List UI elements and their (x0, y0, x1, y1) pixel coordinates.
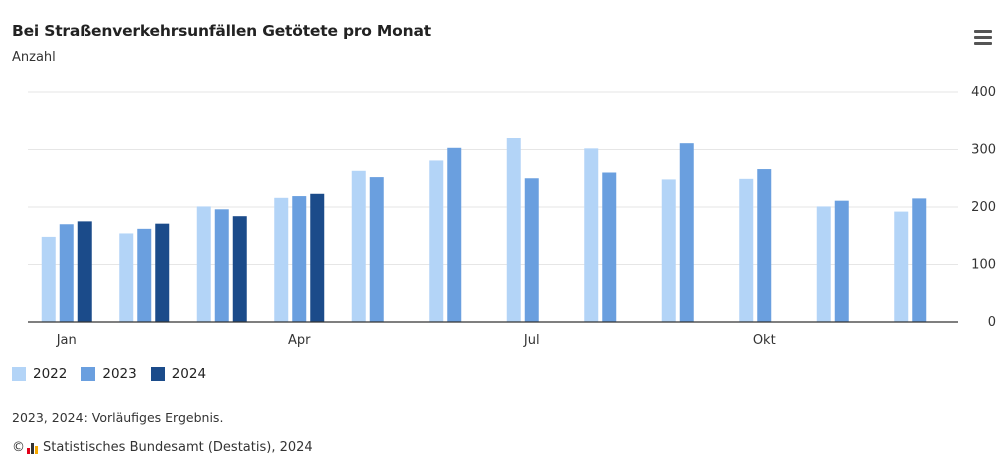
bar-2023-dez[interactable] (912, 198, 927, 322)
copyright-symbol: © (12, 440, 25, 455)
y-tick-label: 300 (971, 143, 996, 158)
x-tick-label: Apr (288, 333, 311, 348)
bar-2023-nov[interactable] (834, 200, 849, 322)
legend-swatch-2022 (12, 367, 26, 381)
bar-2024-jan[interactable] (77, 221, 92, 322)
x-tick-label: Jul (523, 333, 540, 348)
bar-2023-aug[interactable] (602, 172, 617, 323)
bar-2023-jan[interactable] (59, 224, 74, 322)
bar-2022-aug[interactable] (584, 148, 599, 322)
destatis-logo-icon (27, 442, 38, 454)
bar-2022-apr[interactable] (274, 197, 289, 322)
bar-2022-dez[interactable] (894, 211, 909, 322)
bar-2023-sep[interactable] (679, 143, 694, 322)
bar-2022-jun[interactable] (429, 160, 444, 322)
legend-item-2022[interactable]: 2022 (12, 366, 67, 382)
bar-2023-jul[interactable] (524, 178, 539, 322)
credits[interactable]: © Statistisches Bundesamt (Destatis), 20… (12, 440, 313, 455)
y-tick-label: 100 (971, 258, 996, 273)
bar-2023-feb[interactable] (137, 228, 152, 322)
bar-2022-mär[interactable] (196, 206, 211, 322)
x-tick-label: Okt (753, 333, 776, 348)
x-tick-label: Jan (56, 333, 77, 348)
bar-2024-feb[interactable] (155, 223, 170, 322)
bar-2022-sep[interactable] (661, 179, 676, 322)
legend-item-2023[interactable]: 2023 (81, 366, 137, 382)
y-tick-label: 400 (971, 85, 996, 100)
footnote: 2023, 2024: Vorläufiges Ergebnis. (12, 410, 224, 425)
legend-swatch-2023 (81, 367, 96, 381)
bar-2023-apr[interactable] (292, 196, 307, 322)
bar-2022-feb[interactable] (119, 233, 134, 322)
legend-label-2022: 2022 (33, 366, 68, 382)
bar-2023-jun[interactable] (447, 147, 462, 322)
chart-title: Bei Straßenverkehrsunfällen Getötete pro… (12, 22, 431, 40)
legend-label-2024: 2024 (171, 366, 207, 382)
credits-text: Statistisches Bundesamt (Destatis), 2024 (43, 440, 313, 455)
legend-swatch-2024 (150, 367, 165, 381)
bar-2023-mär[interactable] (214, 209, 229, 322)
menu-icon-bar (974, 36, 992, 39)
legend: 2022 2023 2024 (12, 366, 206, 382)
legend-label-2023: 2023 (102, 366, 137, 382)
y-tick-label: 0 (988, 315, 996, 330)
bar-2022-mai[interactable] (351, 170, 366, 322)
legend-item-2024[interactable]: 2024 (150, 366, 207, 382)
bar-2022-jan[interactable] (41, 236, 56, 322)
menu-icon[interactable] (972, 28, 994, 50)
bar-2023-okt[interactable] (757, 169, 772, 322)
menu-icon-bar (974, 30, 992, 33)
bar-2022-jul[interactable] (506, 138, 521, 322)
bar-2022-nov[interactable] (816, 206, 831, 322)
bar-2022-okt[interactable] (739, 178, 754, 322)
bar-2024-mär[interactable] (232, 216, 247, 322)
y-tick-label: 200 (971, 200, 996, 215)
bar-2024-apr[interactable] (310, 193, 325, 322)
chart-subtitle: Anzahl (12, 50, 56, 65)
bar-2023-mai[interactable] (369, 177, 384, 322)
menu-icon-bar (974, 42, 992, 45)
bar-chart: 0 100 200 300 400 Jan Apr Jul Okt (28, 85, 996, 348)
